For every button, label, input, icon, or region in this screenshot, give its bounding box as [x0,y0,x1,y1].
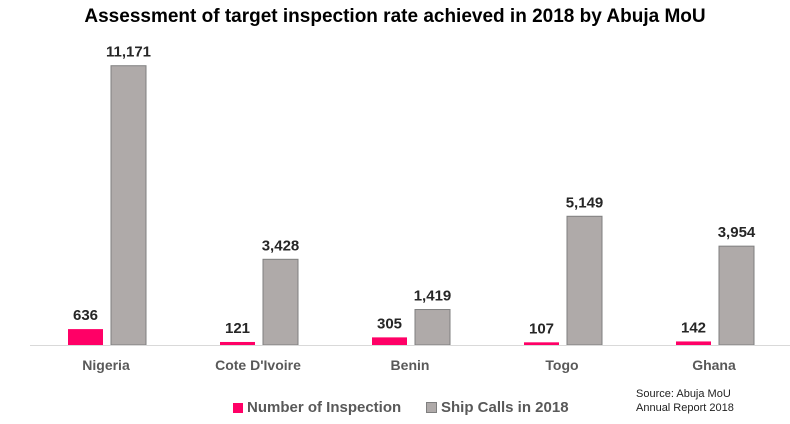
data-label: 636 [73,307,98,324]
x-tick-label: Benin [391,357,430,373]
x-tick-label: Cote D'Ivoire [215,357,301,373]
legend-label: Ship Calls in 2018 [441,399,569,416]
x-tick-label: Nigeria [82,357,130,373]
chart-title: Assessment of target inspection rate ach… [84,6,706,27]
data-label: 142 [681,319,706,336]
data-label: 11,171 [106,44,151,61]
legend-label: Number of Inspection [247,399,402,416]
data-label: 5,149 [566,194,604,211]
data-label: 1,419 [414,288,452,305]
bar-ship-calls [110,65,147,346]
x-tick-label: Ghana [692,357,736,373]
legend-swatch [233,402,243,413]
data-label: 107 [529,320,554,337]
source-line: Source: Abuja MoU [636,388,731,400]
bar-inspection [524,342,559,345]
bar-inspection [676,341,711,345]
source-note: Source: Abuja MoU Annual Report 2018 [636,387,734,415]
bar-ship-calls [262,258,299,346]
source-line: Annual Report 2018 [636,402,734,414]
x-tick-label: Togo [545,357,578,373]
legend-swatch [426,402,437,413]
bar-inspection [220,341,255,345]
legend-item-ship-calls: Ship Calls in 2018 [426,399,569,416]
data-label: 3,428 [262,237,300,254]
bar-ship-calls [414,309,451,346]
bar-inspection [372,337,407,345]
data-label: 121 [225,320,250,337]
data-label: 305 [377,315,402,332]
legend-item-inspection: Number of Inspection [233,399,401,416]
bar-ship-calls [718,245,755,346]
bar-ship-calls [566,215,603,346]
data-label: 3,954 [718,224,756,241]
bar-inspection [68,329,103,345]
